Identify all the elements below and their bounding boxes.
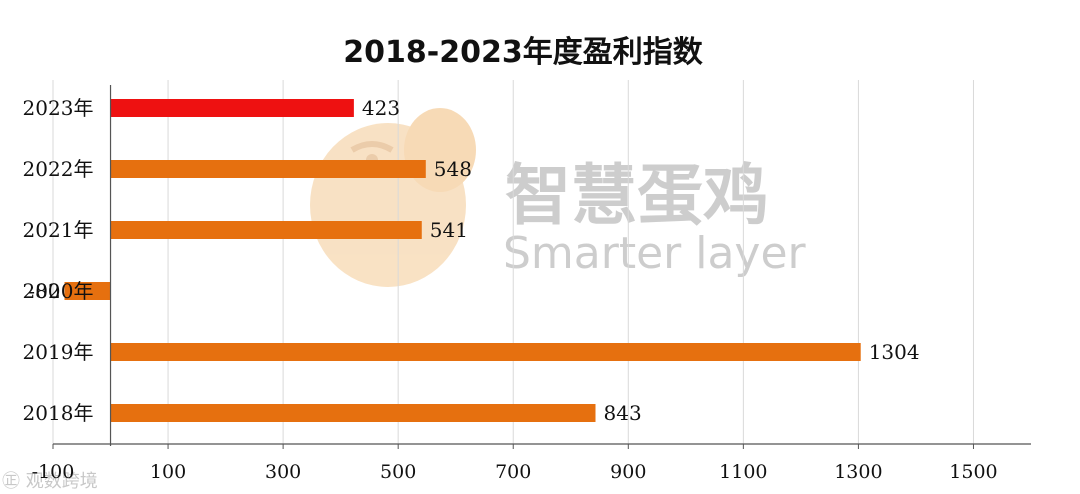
category-label-4: 2019年 (23, 340, 94, 364)
watermark-corner: ㊣ 观数跨境 (2, 471, 98, 492)
value-label-1: 548 (434, 157, 472, 181)
category-label-5: 2018年 (23, 401, 94, 425)
bars (64, 99, 861, 422)
labels: -100 100 300 500 700 900 1100 1300 1500 2023年 423 2… (23, 96, 998, 483)
grid-lines (52, 80, 974, 444)
category-label-3: 2020年 (23, 279, 94, 303)
value-label-4: 1304 (869, 340, 920, 364)
category-label-2: 2021年 (23, 218, 94, 242)
bar-4 (110, 343, 861, 361)
bar-1 (110, 160, 426, 178)
x-tick-label-2: 300 (265, 461, 301, 483)
x-tick-label-6: 1100 (719, 461, 767, 483)
bar-2 (110, 221, 422, 239)
watermark-brand-en: Smarter layer (503, 228, 807, 279)
watermark-brand-cn: 智慧蛋鸡 (505, 157, 769, 234)
bar-0 (110, 99, 354, 117)
bar-5 (110, 404, 596, 422)
egg-logo (310, 108, 476, 287)
x-tick-label-5: 900 (610, 461, 646, 483)
axes (52, 85, 1031, 449)
value-label-5: 843 (604, 401, 642, 425)
watermark: 智慧蛋鸡 Smarter layer ㊣ 观数跨境 (2, 108, 807, 492)
x-tick-label-4: 700 (495, 461, 531, 483)
x-tick-label-3: 500 (380, 461, 416, 483)
chart-title: 2018-2023年度盈利指数 (343, 35, 703, 70)
category-label-1: 2022年 (23, 157, 94, 181)
value-label-2: 541 (430, 218, 468, 242)
category-label-0: 2023年 (23, 96, 94, 120)
x-tick-label-0: -100 (32, 461, 75, 483)
x-tick-label-8: 1500 (949, 461, 997, 483)
x-tick-label-7: 1300 (834, 461, 882, 483)
value-label-3: -80 (28, 279, 60, 303)
bar-3 (64, 282, 111, 300)
value-label-0: 423 (362, 96, 400, 120)
x-tick-label-1: 100 (150, 461, 186, 483)
